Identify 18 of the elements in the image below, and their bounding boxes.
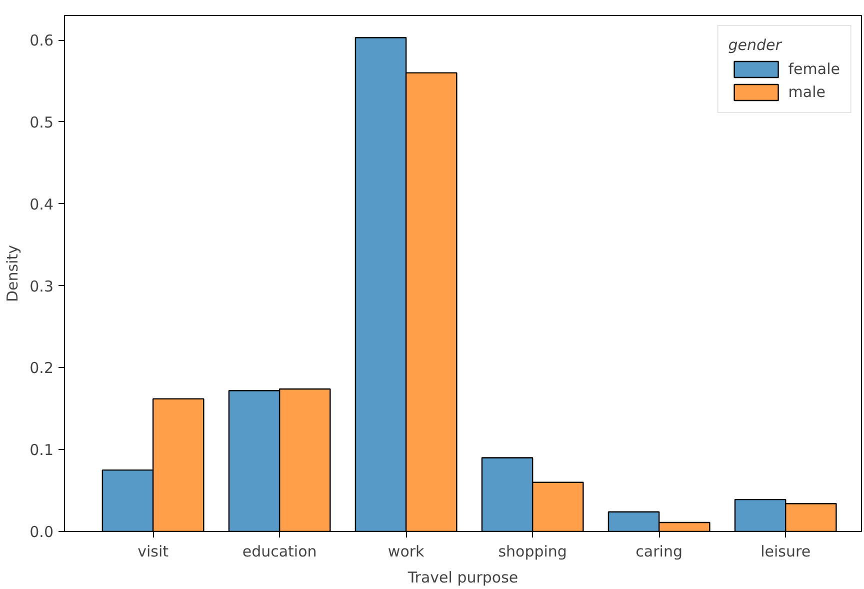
legend-title: gender [728, 36, 784, 54]
x-tick-label: visit [138, 542, 169, 560]
x-tick-label: caring [636, 542, 682, 560]
x-tick-label: leisure [760, 542, 811, 560]
legend-label: male [788, 83, 826, 101]
y-tick-label: 0.6 [30, 32, 54, 50]
y-tick-label: 0.1 [30, 441, 54, 460]
x-tick-label: work [388, 542, 425, 560]
y-tick-label: 0.2 [30, 359, 54, 378]
y-tick-label: 0.3 [30, 277, 54, 296]
y-tick-label: 0.5 [30, 113, 54, 132]
legend-label: female [788, 60, 840, 78]
y-tick-label: 0.0 [30, 523, 54, 541]
x-tick-label: shopping [498, 542, 567, 560]
y-axis-title: Density [4, 244, 22, 302]
y-tick-label: 0.4 [30, 195, 54, 214]
x-tick-label: education [242, 542, 317, 560]
x-axis-title: Travel purpose [406, 568, 518, 586]
